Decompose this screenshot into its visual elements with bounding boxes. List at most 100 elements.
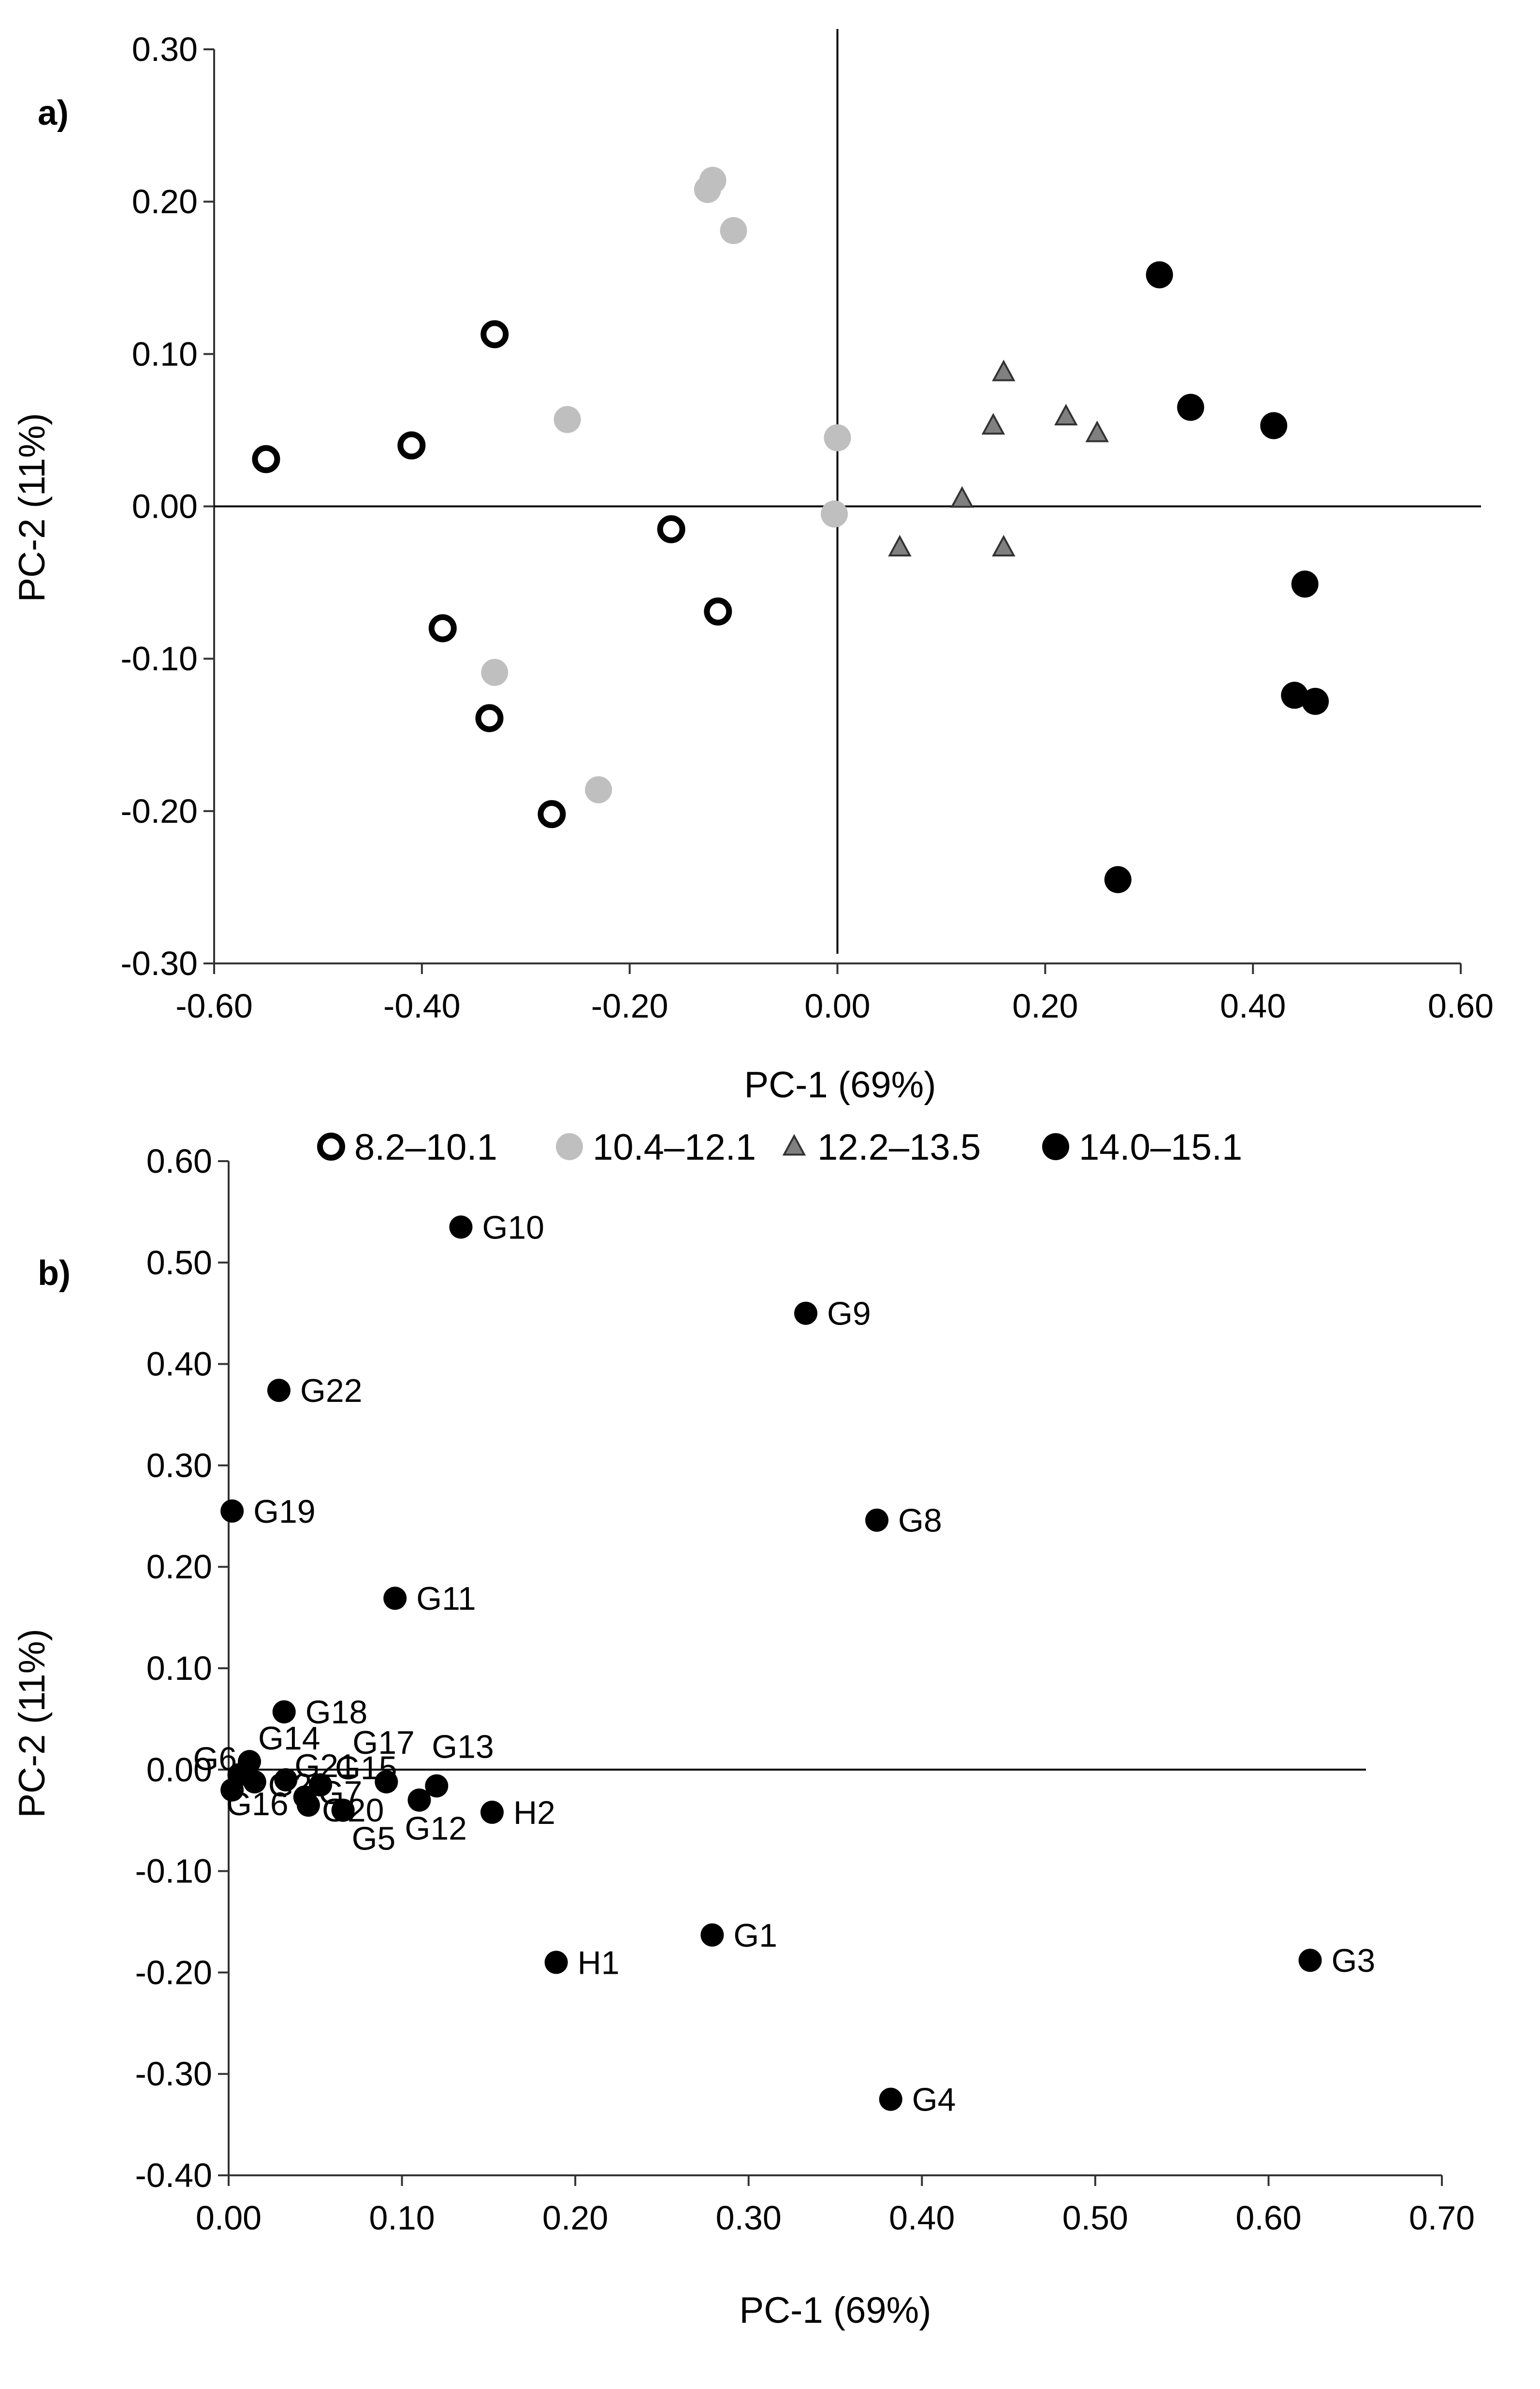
panel-a-point-12-2-13-5	[888, 535, 912, 557]
panel-b-point-g18	[272, 1700, 296, 1724]
panel-a-y-tick-label: 0.00	[132, 488, 198, 525]
panel-b-point-label-g8: G8	[898, 1502, 942, 1539]
panel-a-x-tick-label: 0.40	[1220, 987, 1286, 1025]
panel-a-y-tick-label: -0.20	[120, 792, 198, 830]
panel-a-points	[252, 167, 1329, 893]
panel-b-point-g11	[383, 1587, 407, 1610]
legend-label-12-2-13-5: 12.2–13.5	[817, 1127, 981, 1168]
panel-a-point-10-4-12-1	[481, 659, 508, 686]
panel-a-point-8-2-10-1	[475, 704, 504, 732]
panel-b-x-tick-label: 0.30	[716, 2199, 782, 2237]
panel-b-point-g10	[449, 1215, 473, 1239]
panel-b-x-tick-label: 0.20	[542, 2199, 608, 2237]
panel-a-point-14-0-15-1	[1104, 866, 1132, 893]
panel-b-point-g2	[243, 1770, 266, 1793]
panel-a-point-10-4-12-1	[585, 776, 612, 803]
panel-b-point-g13	[425, 1774, 449, 1798]
panel-b-point-label-g3: G3	[1331, 1942, 1375, 1979]
panel-b-point-label-g18: G18	[305, 1694, 368, 1731]
panel-b-point-g5	[331, 1798, 355, 1822]
panel-b-x-tick-label: 0.50	[1062, 2199, 1128, 2237]
legend-label-10-4-12-1: 10.4–12.1	[593, 1127, 756, 1168]
panel-b-point-h2	[480, 1800, 504, 1824]
panel-b-y-tick-label: 0.30	[146, 1446, 212, 1484]
panel-a-point-14-0-15-1	[1291, 570, 1319, 598]
panel-a-point-10-4-12-1	[824, 424, 851, 452]
legend-marker-10-4-12-1	[556, 1133, 583, 1160]
panel-b-point-label-h1: H1	[578, 1944, 620, 1981]
panel-b-point-g17	[375, 1770, 398, 1793]
panel-a-point-12-2-13-5	[992, 359, 1016, 381]
panel-b-point-label-g1: G1	[733, 1917, 777, 1954]
panel-a-point-10-4-12-1	[720, 217, 747, 245]
panel-a-point-14-0-15-1	[1260, 412, 1288, 439]
panel-b-point-label-g5: G5	[352, 1821, 396, 1857]
panel-b-point-label-g12: G12	[405, 1810, 467, 1847]
panel-b-point-label-g17: G17	[352, 1724, 415, 1761]
panel-b-x-axis-title: PC-1 (69%)	[740, 2290, 931, 2331]
panel-b-scatter: b) -0.40 -0.30 -0.20 -0.10 0.00 0.10 0.20 0.30 0…	[12, 1142, 1475, 2331]
panel-b-points: G10G9G22G19G8G11G18G14G6G16G2G21G7G20G15…	[193, 1209, 1376, 2118]
panel-a-scatter: a) -0.30 -0.20 -0.10 0.00 0.10 0.20 0.30 -0.60 -…	[12, 29, 1494, 1106]
panel-b-point-label-g13: G13	[432, 1728, 494, 1765]
panel-b-point-label-g19: G19	[253, 1493, 316, 1530]
panel-b-point-label-g22: G22	[300, 1372, 363, 1409]
legend-marker-14-0-15-1	[1042, 1133, 1069, 1160]
panel-b-point-label-g9: G9	[827, 1296, 871, 1332]
panel-b-point-label-g14: G14	[258, 1720, 320, 1757]
panel-a-y-tick-label: 0.30	[132, 30, 198, 68]
panel-a-point-12-2-13-5	[1054, 404, 1078, 426]
panel-b-y-tick-label: 0.50	[146, 1244, 212, 1282]
panel-a-point-10-4-12-1	[821, 500, 848, 528]
panel-b-point-g9	[794, 1301, 818, 1325]
panel-a-y-tick-label: 0.10	[132, 335, 198, 373]
panel-a-point-8-2-10-1	[704, 597, 732, 626]
panel-b-point-label-g4: G4	[912, 2082, 956, 2118]
panel-b-label: b)	[38, 1254, 71, 1293]
panel-a-point-8-2-10-1	[480, 320, 509, 349]
panel-a-x-tick-label: -0.40	[383, 987, 461, 1025]
panel-a-label: a)	[38, 94, 69, 132]
panel-a-point-8-2-10-1	[252, 445, 280, 473]
panel-a-point-12-2-13-5	[950, 486, 974, 508]
panel-b-point-label-g11: G11	[416, 1580, 476, 1617]
panel-b-point-g3	[1298, 1949, 1322, 1972]
legend: 8.2–10.1 10.4–12.1 12.2–13.5 14.0–15.1	[317, 1127, 1242, 1168]
panel-a-point-14-0-15-1	[1177, 393, 1205, 421]
panel-b-y-tick-label: -0.20	[135, 1953, 212, 1991]
panel-a-y-tick-label: -0.10	[120, 640, 198, 678]
panel-a-x-tick-label: 0.20	[1012, 987, 1078, 1025]
panel-b-point-g19	[220, 1499, 244, 1523]
panel-b-axes: -0.40 -0.30 -0.20 -0.10 0.00 0.10 0.20 0.30 0.40…	[135, 1142, 1475, 2237]
legend-label-8-2-10-1: 8.2–10.1	[354, 1127, 497, 1168]
panel-a-point-10-4-12-1	[694, 175, 721, 203]
panel-a-y-tick-label: -0.30	[120, 945, 198, 982]
panel-b-x-tick-label: 0.70	[1409, 2199, 1475, 2237]
panel-b-point-g20	[296, 1793, 320, 1817]
panel-a-point-12-2-13-5	[981, 413, 1005, 435]
panel-a-point-14-0-15-1	[1281, 682, 1308, 709]
panel-b-point-g16	[220, 1778, 244, 1802]
panel-a-x-tick-label: 0.00	[804, 987, 870, 1025]
panel-b-point-label-h2: H2	[513, 1794, 555, 1831]
panel-a-point-8-2-10-1	[538, 800, 566, 829]
panel-b-point-g22	[267, 1379, 291, 1402]
panel-b-point-h1	[544, 1951, 568, 1974]
panel-b-x-tick-label: 0.60	[1235, 2199, 1301, 2237]
panel-a-x-tick-label: 0.60	[1428, 987, 1494, 1025]
panel-a-point-8-2-10-1	[428, 614, 457, 642]
panel-b-x-tick-label: 0.40	[889, 2199, 955, 2237]
panel-b-point-label-g6: G6	[193, 1740, 237, 1777]
panel-a-x-axis-title: PC-1 (69%)	[744, 1064, 936, 1106]
panel-b-x-tick-label: 0.00	[196, 2199, 262, 2237]
legend-marker-12-2-13-5	[782, 1134, 806, 1156]
panel-a-point-8-2-10-1	[397, 431, 426, 460]
panel-b-point-g1	[700, 1923, 724, 1947]
panel-a-point-12-2-13-5	[1085, 421, 1109, 442]
panel-a-x-tick-label: -0.20	[591, 987, 668, 1025]
panel-b-y-tick-label: 0.60	[146, 1142, 212, 1180]
panel-a-x-tick-label: -0.60	[175, 987, 253, 1025]
panel-a-point-12-2-13-5	[992, 535, 1016, 557]
legend-label-14-0-15-1: 14.0–15.1	[1079, 1127, 1242, 1168]
